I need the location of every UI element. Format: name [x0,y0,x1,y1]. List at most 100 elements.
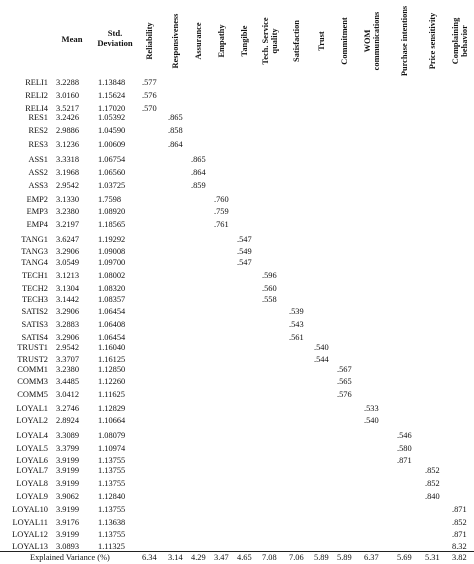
row-label: LOYAL1 [16,404,48,413]
loading-value: .577 [142,78,157,87]
std-value: 1.13848 [98,78,126,87]
std-value: 1.11625 [98,390,125,399]
mean-value: 3.1330 [56,195,80,204]
mean-value: 3.9199 [56,479,80,488]
explained-variance-value: 3.14 [168,553,183,562]
row-label: EMP3 [26,207,48,216]
mean-value: 2.9542 [56,181,80,190]
mean-value: 3.3799 [56,444,80,453]
row-label: RELI1 [25,78,48,87]
loading-value: .576 [337,390,352,399]
col-head-factor-6: Tech. Service quality [261,17,279,65]
mean-value: 3.1968 [56,168,80,177]
std-value: 1.10664 [98,416,126,425]
explained-variance-value: 3.47 [214,553,229,562]
std-value: 1.06408 [98,320,126,329]
loading-value: .580 [397,444,412,453]
mean-value: 3.9199 [56,456,80,465]
explained-variance-value: 5.89 [314,553,329,562]
mean-value: 2.9886 [56,126,80,135]
loading-value: .596 [262,271,277,280]
mean-value: 3.9062 [56,492,80,501]
loading-value: .761 [214,220,229,229]
row-label: RES2 [28,126,48,135]
mean-value: 3.2746 [56,404,80,413]
col-head-factor-3: Assurance [194,22,203,60]
std-value: 1.19292 [98,235,126,244]
row-label: LOYAL13 [12,542,48,551]
explained-variance-value: 5.31 [425,553,440,562]
mean-value: 3.3707 [56,355,80,364]
col-head-factor-8: Trust [317,31,326,51]
explained-variance-value: 7.08 [262,553,277,562]
row-label: SATIS3 [21,320,48,329]
loading-value: .540 [364,416,379,425]
row-label: LOYAL9 [16,492,48,501]
std-value: 1.08079 [98,431,126,440]
std-value: 1.12840 [98,492,126,501]
row-label: ASS2 [28,168,48,177]
loading-value: .865 [168,113,183,122]
row-label: TANG3 [21,247,48,256]
col-head-factor-11: Purchase intentions [400,5,409,77]
loading-value: .539 [289,307,304,316]
loading-value: .533 [364,404,379,413]
loading-value: .570 [142,104,157,113]
mean-value: 3.0412 [56,390,80,399]
row-label: COMM3 [17,377,48,386]
loading-value: .540 [314,343,329,352]
std-value: 1.03725 [98,181,126,190]
row-label: LOYAL4 [16,431,48,440]
mean-value: 3.9199 [56,530,80,539]
loading-value: .852 [452,518,467,527]
mean-value: 3.4485 [56,377,80,386]
mean-value: 3.1213 [56,271,80,280]
explained-variance-value: 5.69 [397,553,412,562]
col-head-factor-5: Tangible [240,25,249,57]
row-label: LOYAL6 [16,456,48,465]
mean-value: 3.2380 [56,365,80,374]
std-value: 1.06560 [98,168,126,177]
explained-variance-label: Explained Variance (%) [30,553,110,562]
mean-value: 3.3089 [56,431,80,440]
std-value: 1.08002 [98,271,126,280]
bottom-rule-top [0,551,474,552]
std-value: 1.08320 [98,284,126,293]
loading-value: .859 [191,181,206,190]
explained-variance-value: 6.34 [142,553,157,562]
loading-value: .840 [425,492,440,501]
row-label: LOYAL10 [12,505,48,514]
loading-value: .852 [425,479,440,488]
mean-value: 3.2288 [56,78,80,87]
mean-value: 3.2906 [56,247,80,256]
row-label: TANG4 [21,258,48,267]
col-head-mean: Mean [61,34,83,44]
loading-value: 8.32 [452,542,467,551]
std-value: 1.11325 [98,542,125,551]
row-label: RELI2 [25,91,48,100]
loading-value: .558 [262,295,277,304]
std-value: 1.12260 [98,377,126,386]
mean-value: 3.9199 [56,505,80,514]
std-value: 1.09700 [98,258,126,267]
mean-value: 3.3318 [56,155,80,164]
std-value: 1.10974 [98,444,126,453]
row-label: TECH3 [21,295,48,304]
mean-value: 3.2380 [56,207,80,216]
col-head-factor-7: Satisfaction [292,20,301,62]
loading-value: .565 [337,377,352,386]
row-label: TRUST2 [17,355,48,364]
explained-variance-value: 4.29 [191,553,206,562]
row-label: TECH2 [21,284,48,293]
std-value: 1.06454 [98,307,126,316]
loading-value: .858 [168,126,183,135]
row-label: LOYAL7 [16,466,48,475]
std-value: 1.06754 [98,155,126,164]
col-head-factor-2: Responsiveness [171,13,180,69]
row-label: SATIS2 [21,307,48,316]
std-value: 1.12850 [98,365,126,374]
mean-value: 2.9542 [56,343,80,352]
col-head-factor-1: Reliability [145,22,154,60]
row-label: RELI4 [25,104,48,113]
